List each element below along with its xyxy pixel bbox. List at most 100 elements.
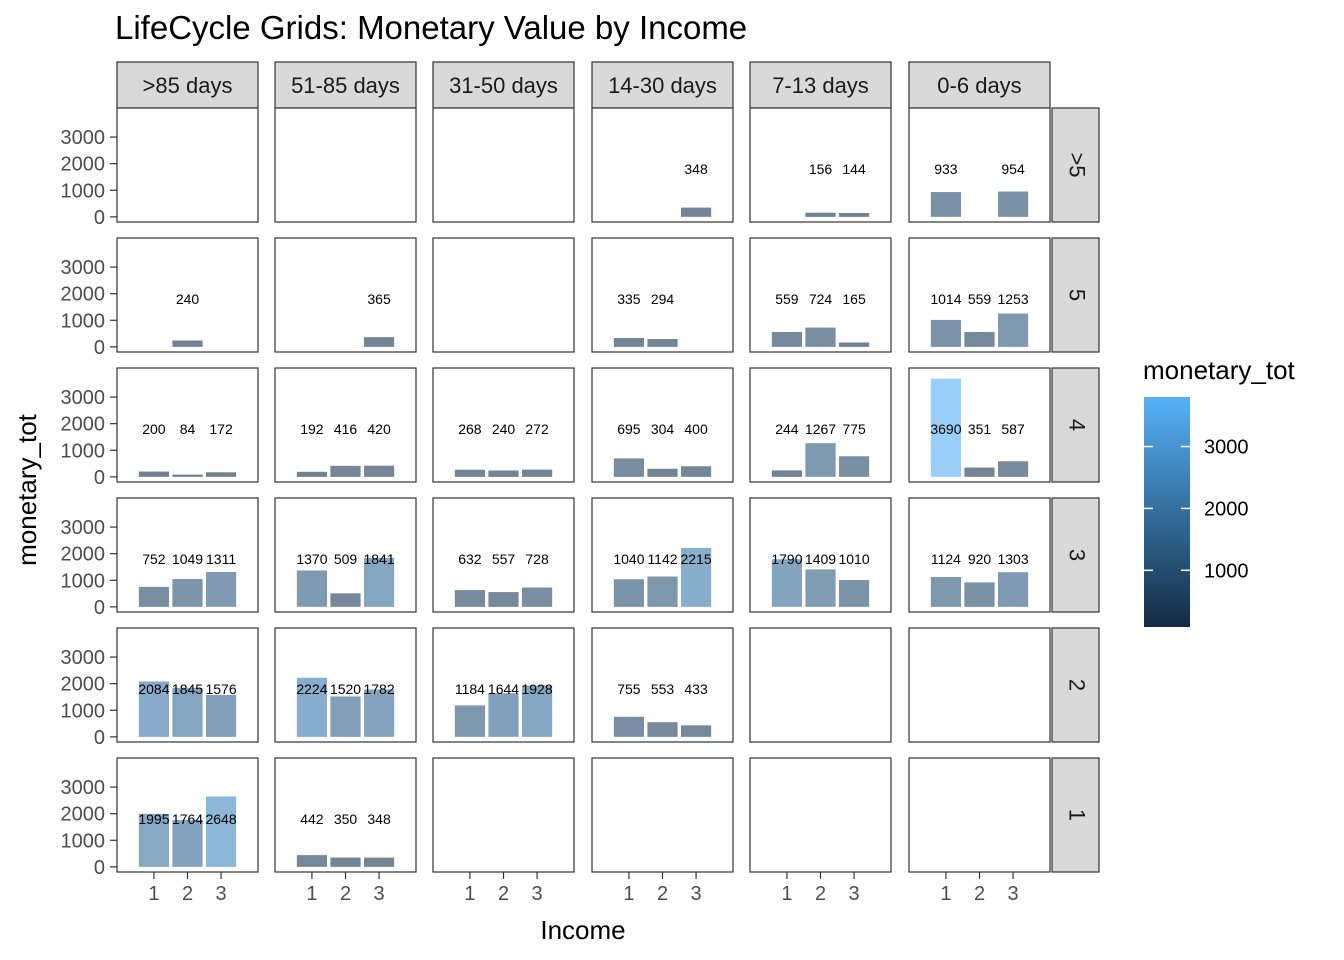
x-tick-label: 1 [306,883,317,905]
bar-value-label: 755 [617,681,641,697]
bar-value-label: 1014 [930,291,961,307]
bar [997,191,1029,217]
x-tick-label: 1 [781,883,792,905]
x-tick-label: 2 [815,883,826,905]
y-tick-label: 2000 [61,544,106,566]
bar-value-label: 2215 [680,551,711,567]
x-tick-label: 3 [374,883,385,905]
chart-title: LifeCycle Grids: Monetary Value by Incom… [115,9,747,46]
column-strip-label: 51-85 days [291,73,400,98]
bar-value-label: 1049 [172,551,203,567]
bar-value-label: 1644 [488,681,519,697]
bar-value-label: 348 [367,811,391,827]
bar-value-label: 2224 [296,681,327,697]
bar [138,681,170,737]
y-tick-label: 2000 [61,804,106,826]
panel-gt5-0-6-days [908,107,1051,223]
y-tick-label: 1000 [61,570,106,592]
bar [363,557,395,607]
y-tick-label: 3000 [61,647,106,669]
column-strip-51-85-days [274,61,417,109]
bar-value-label: 1184 [455,681,485,697]
bar [521,685,553,737]
y-tick-label: 0 [94,467,105,489]
row-strip-4 [1051,367,1100,483]
panel-gt5-31-50-days [432,107,575,223]
bar [296,570,328,607]
y-tick-label: 2000 [61,414,106,436]
bar [205,796,237,867]
x-tick-label: 2 [498,883,509,905]
bar-value-label: 509 [334,551,358,567]
bar [838,342,870,347]
bar [805,212,836,217]
bar-value-label: 1142 [647,551,677,567]
bar [680,466,712,477]
row-strip-1 [1051,757,1100,873]
bar [997,313,1029,347]
bar [930,319,962,347]
bar [454,469,486,477]
bar-value-label: 1409 [805,551,836,567]
bar [930,576,962,607]
bar [454,590,486,607]
bar-value-label: 954 [1001,161,1025,177]
y-tick-label: 0 [94,857,105,879]
panel-1-31-50-days [432,757,575,873]
legend-tick-label: 2000 [1204,498,1249,520]
column-strip-gt85-days [116,61,259,109]
x-axis-title: Income [540,915,625,945]
x-tick-label: 2 [340,883,351,905]
bar-value-label: 2084 [138,681,169,697]
bar [838,580,870,607]
bar-value-label: 2648 [205,811,236,827]
bar-value-label: 724 [809,291,833,307]
bar [771,470,803,477]
panel-2-7-13-days [749,627,892,743]
y-tick-label: 1000 [61,180,106,202]
y-tick-label: 1000 [61,830,106,852]
legend-tick-label: 3000 [1204,437,1249,459]
y-tick-label: 2000 [61,284,106,306]
bar-value-label: 304 [651,421,675,437]
row-strip-2 [1051,627,1100,743]
bar [613,579,645,607]
x-tick-label: 2 [974,883,985,905]
bar-value-label: 348 [684,161,708,177]
bar [647,339,678,347]
x-tick-label: 1 [940,883,951,905]
y-tick-label: 3000 [61,777,106,799]
bar [838,213,870,217]
y-tick-label: 0 [94,337,105,359]
bar [330,696,361,737]
bar-value-label: 1303 [997,551,1028,567]
bar-value-label: 775 [842,421,866,437]
bar [771,332,803,347]
column-strip-31-50-days [432,61,575,109]
y-tick-label: 1000 [61,440,106,462]
row-strip-gt5 [1051,107,1100,223]
bar [997,461,1029,477]
facet-panels: >85 days 51-85 days 31-50 days 14-30 days 7-… [61,61,1100,905]
bar [296,677,328,737]
x-tick-label: 3 [532,883,543,905]
bar [680,725,712,737]
bar-value-label: 144 [842,161,866,177]
column-strip-label: >85 days [143,73,233,98]
bar [205,571,237,607]
column-strip-0-6-days [908,61,1051,109]
bar [521,587,553,607]
bar-value-label: 3690 [930,421,961,437]
bar-value-label: 1995 [138,811,169,827]
bar-value-label: 695 [617,421,641,437]
y-tick-label: 3000 [61,387,106,409]
bar [647,576,678,607]
x-tick-label: 3 [849,883,860,905]
bar-value-label: 294 [651,291,675,307]
y-tick-label: 3000 [61,127,106,149]
bar-value-label: 1253 [997,291,1028,307]
bar [330,465,361,477]
bar-value-label: 559 [968,291,992,307]
bar-value-label: 442 [300,811,324,827]
